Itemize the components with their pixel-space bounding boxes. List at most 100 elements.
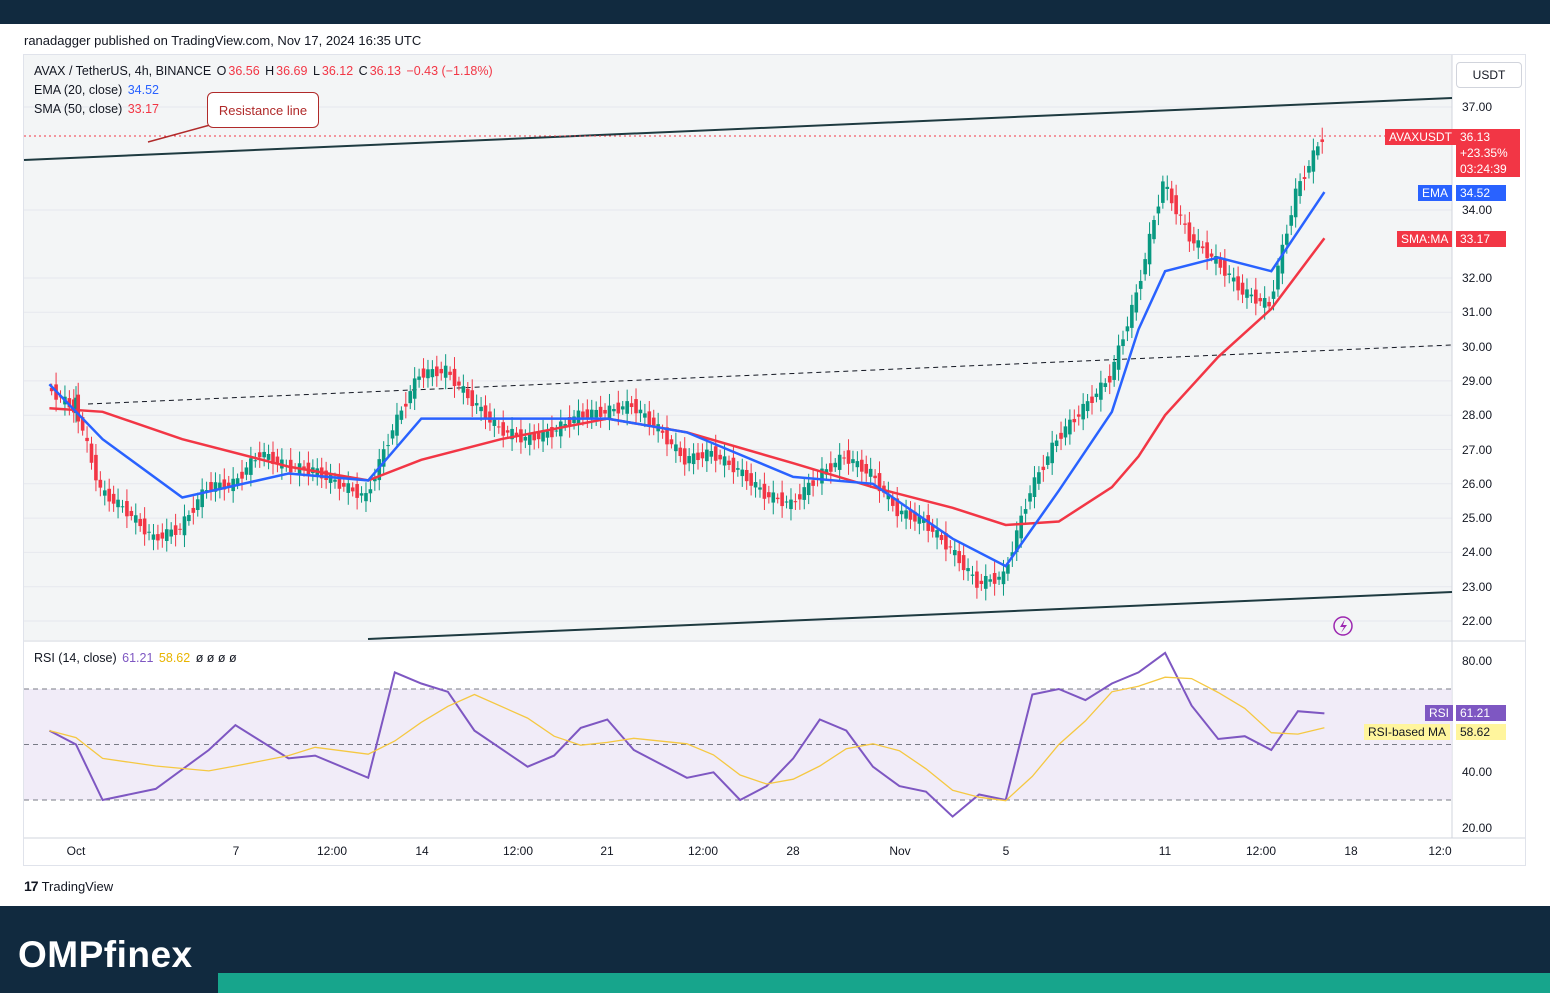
candle-body (612, 408, 616, 412)
candle-body (1227, 273, 1232, 275)
candle-body (191, 507, 196, 513)
lightning-icon (1340, 619, 1347, 633)
price-tick-label: 37.00 (1462, 100, 1493, 114)
time-tick-label: 18 (1344, 844, 1358, 858)
candle-body (421, 368, 426, 378)
time-tick-label: 12:00 (688, 844, 719, 858)
ema-legend[interactable]: EMA (20, close) 34.52 (34, 83, 161, 97)
price-tick-label: 34.00 (1462, 203, 1493, 217)
candle-body (948, 546, 953, 548)
legend-h-value: 36.69 (276, 64, 308, 78)
rsi-tick-label: 20.00 (1462, 820, 1493, 835)
candle-body (908, 510, 913, 520)
candle-body (514, 432, 519, 437)
candle-body (333, 479, 337, 482)
candle-body (1249, 294, 1254, 297)
price-tick-label: 30.00 (1462, 339, 1493, 354)
candle-body (705, 449, 709, 462)
sma-legend[interactable]: SMA (50, close) 33.17 (34, 102, 161, 116)
candle-body (837, 454, 842, 470)
candle-body (412, 378, 417, 399)
candle-body (767, 492, 771, 498)
candle-body (1147, 233, 1152, 265)
time-tick-label: 5 (1002, 844, 1010, 858)
candle-body (833, 462, 838, 468)
candle-body (218, 482, 222, 490)
candle-body (1240, 282, 1245, 295)
candle-body (350, 487, 355, 492)
candle-body (465, 388, 470, 399)
rsi-legend[interactable]: RSI (14, close) 61.21 58.62 ø ø ø ø (34, 651, 239, 665)
symbol-tag-label: AVAXUSDT (1385, 129, 1456, 145)
candle-body (975, 571, 979, 588)
sma-tag-label: SMA:MA (1397, 231, 1453, 247)
candle-body (1019, 515, 1023, 539)
candle-body (262, 451, 266, 458)
candle-body (740, 469, 745, 477)
candle-body (811, 480, 815, 486)
candle-body (682, 448, 687, 465)
candle-body (970, 574, 975, 576)
candle-body (271, 451, 275, 464)
legend-h-label: H (265, 64, 275, 78)
tradingview-logo[interactable]: 17 TradingView (24, 878, 113, 894)
candle-body (585, 409, 590, 418)
candle-body (337, 474, 342, 489)
candle-body (368, 489, 373, 494)
candle-body (1307, 166, 1311, 173)
sma-legend-value: 33.17 (127, 102, 159, 116)
candle-body (142, 518, 147, 535)
candle-body (961, 555, 966, 571)
candle-body (200, 489, 204, 508)
time-tick-label: 12:00 (503, 844, 534, 858)
candle-body (1161, 181, 1165, 203)
candle-body (1014, 530, 1019, 553)
candle-body (80, 417, 85, 431)
candle-body (1231, 277, 1236, 282)
candle-body (758, 487, 762, 490)
legend-l-value: 36.12 (321, 64, 354, 78)
candle-body (443, 365, 448, 378)
candle-body (98, 479, 103, 488)
candle-body (107, 488, 112, 502)
candle-body (952, 550, 957, 556)
candle-body (1032, 477, 1037, 498)
candle-body (395, 414, 399, 436)
ema-legend-label: EMA (20, close) (34, 83, 123, 97)
candle-body (913, 511, 917, 522)
candle-body (554, 430, 559, 432)
candle-body (665, 427, 669, 445)
candle-body (266, 454, 271, 460)
candle-body (1183, 223, 1187, 225)
candle-body (235, 478, 240, 485)
candle-body (1068, 419, 1072, 435)
candle-body (1045, 456, 1050, 465)
candle-body (1280, 244, 1285, 274)
candle-body (563, 424, 567, 427)
candle-body (417, 376, 421, 380)
ema-tag-value: 34.52 (1456, 185, 1506, 201)
price-pane-background (24, 55, 1452, 640)
candle-body (147, 531, 151, 533)
candle-body (138, 518, 142, 527)
candle-body (1076, 414, 1081, 417)
candle-body (76, 394, 81, 422)
candle-body (775, 497, 780, 500)
candle-body (1125, 326, 1130, 332)
candle-body (789, 499, 793, 510)
candle-body (501, 422, 506, 436)
candle-body (864, 464, 869, 474)
candle-body (1214, 255, 1218, 264)
candle-body (169, 529, 173, 537)
legend-symbol[interactable]: AVAX / TetherUS, 4h, BINANCE (34, 64, 212, 78)
candle-body (899, 510, 904, 515)
sma-tag-value: 33.17 (1456, 231, 1506, 247)
candle-body (94, 454, 98, 481)
resistance-line-annotation[interactable]: Resistance line (207, 92, 319, 128)
candle-body (89, 443, 94, 463)
currency-selector[interactable]: USDT (1456, 62, 1522, 88)
rsi-ma-line (49, 676, 1325, 802)
alert-icon (1333, 616, 1353, 636)
candle-body (1205, 242, 1209, 259)
